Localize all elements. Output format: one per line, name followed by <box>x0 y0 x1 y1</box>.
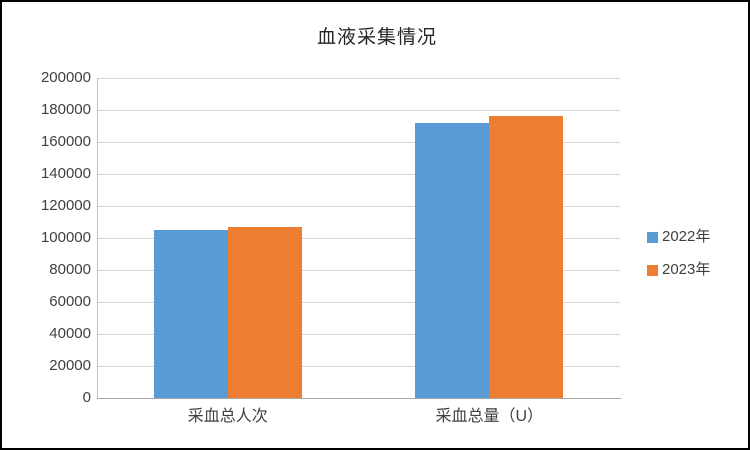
legend: 2022年 2023年 <box>647 228 710 279</box>
y-axis-tick-label: 80000 <box>49 261 91 278</box>
chart-title: 血液采集情况 <box>316 27 437 48</box>
y-axis-tick-label: 160000 <box>40 133 91 150</box>
y-axis-tick-label: 60000 <box>49 293 91 310</box>
x-axis-category-label: 采血总人次 <box>187 408 268 425</box>
gridline <box>97 205 620 207</box>
y-axis-tick-label: 0 <box>82 389 91 406</box>
gridline <box>97 365 620 367</box>
legend-color-swatch-icon <box>647 231 658 243</box>
gridline <box>97 301 620 303</box>
y-axis-tick-label: 120000 <box>40 197 91 214</box>
legend-label: 2023年 <box>662 261 711 278</box>
legend-item-2023年: 2023年 <box>647 261 710 279</box>
y-axis-tick-label: 180000 <box>40 101 91 118</box>
x-axis-line <box>97 398 621 399</box>
y-axis-tick-label: 40000 <box>49 325 91 342</box>
gridline <box>97 237 620 239</box>
gridline <box>97 141 620 143</box>
gridline <box>97 77 620 79</box>
gridline <box>97 269 620 271</box>
gridline <box>97 109 620 111</box>
legend-color-swatch-icon <box>647 264 658 276</box>
gridline <box>97 333 620 335</box>
y-axis-tick-label: 20000 <box>49 357 91 374</box>
bar-2023年-采血总量（U） <box>489 115 564 398</box>
bar-2023年-采血总人次 <box>227 226 302 398</box>
bar-2022年-采血总量（U） <box>415 122 490 398</box>
y-axis-tick-label: 140000 <box>40 165 91 182</box>
bar-2022年-采血总人次 <box>153 230 228 398</box>
legend-item-2022年: 2022年 <box>647 228 710 246</box>
y-axis-line <box>97 78 98 399</box>
y-axis-tick-label: 100000 <box>40 229 91 246</box>
y-axis-tick-label: 200000 <box>40 69 91 86</box>
x-axis-category-label: 采血总量（U） <box>435 408 544 425</box>
gridline <box>97 173 620 175</box>
legend-label: 2022年 <box>662 228 711 245</box>
